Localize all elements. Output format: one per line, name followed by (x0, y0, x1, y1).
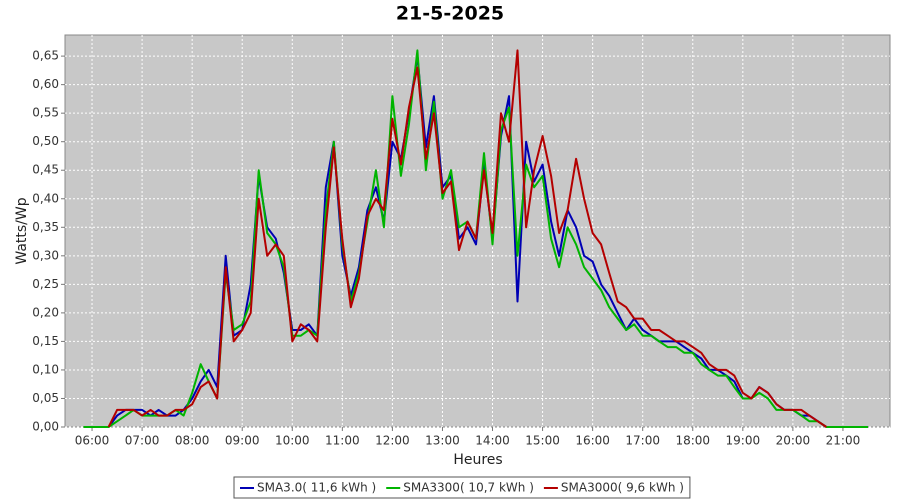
y-tick-label: 0,05 (32, 391, 59, 405)
x-tick-label: 16:00 (575, 434, 610, 448)
y-tick-label: 0,25 (32, 277, 59, 291)
x-axis-title: Heures (453, 452, 502, 468)
y-tick-label: 0,65 (32, 49, 59, 63)
x-tick-label: 20:00 (776, 434, 811, 448)
series-line (107, 49, 827, 428)
x-tick-label: 21:00 (826, 434, 861, 448)
x-tick-label: 13:00 (425, 434, 460, 448)
x-tick-label: 17:00 (625, 434, 660, 448)
x-tick-label: 07:00 (125, 434, 160, 448)
x-tick-label: 15:00 (525, 434, 560, 448)
x-tick-label: 06:00 (75, 434, 110, 448)
legend-label: SMA3300( 10,7 kWh ) (403, 481, 534, 495)
x-tick-label: 10:00 (275, 434, 310, 448)
y-tick-label: 0,55 (32, 106, 59, 120)
x-tick-label: 14:00 (475, 434, 510, 448)
chart-title: 21-5-2025 (396, 3, 504, 25)
y-tick-label: 0,30 (32, 248, 59, 262)
x-tick-label: 19:00 (726, 434, 761, 448)
y-tick-label: 0,45 (32, 163, 59, 177)
y-tick-label: 0,00 (32, 420, 59, 434)
x-tick-label: 09:00 (225, 434, 260, 448)
x-tick-label: 08:00 (175, 434, 210, 448)
y-axis-title: Watts/Wp (14, 197, 30, 264)
legend-label: SMA3.0( 11,6 kWh ) (257, 481, 376, 495)
x-tick-label: 12:00 (375, 434, 410, 448)
x-tick-label: 11:00 (325, 434, 360, 448)
y-tick-label: 0,50 (32, 134, 59, 148)
legend-label: SMA3000( 9,6 kWh ) (561, 481, 684, 495)
y-tick-label: 0,40 (32, 191, 59, 205)
y-tick-label: 0,15 (32, 334, 59, 348)
legend-box (233, 476, 691, 499)
y-tick-label: 0,60 (32, 77, 59, 91)
x-tick-label: 18:00 (675, 434, 710, 448)
series-line (107, 55, 827, 428)
legend: SMA3.0( 11,6 kWh ) SMA3300( 10,7 kWh ) SMA… (233, 476, 691, 499)
y-tick-label: 0,10 (32, 362, 59, 376)
y-tick-label: 0,20 (32, 305, 59, 319)
y-tick-label: 0,35 (32, 220, 59, 234)
